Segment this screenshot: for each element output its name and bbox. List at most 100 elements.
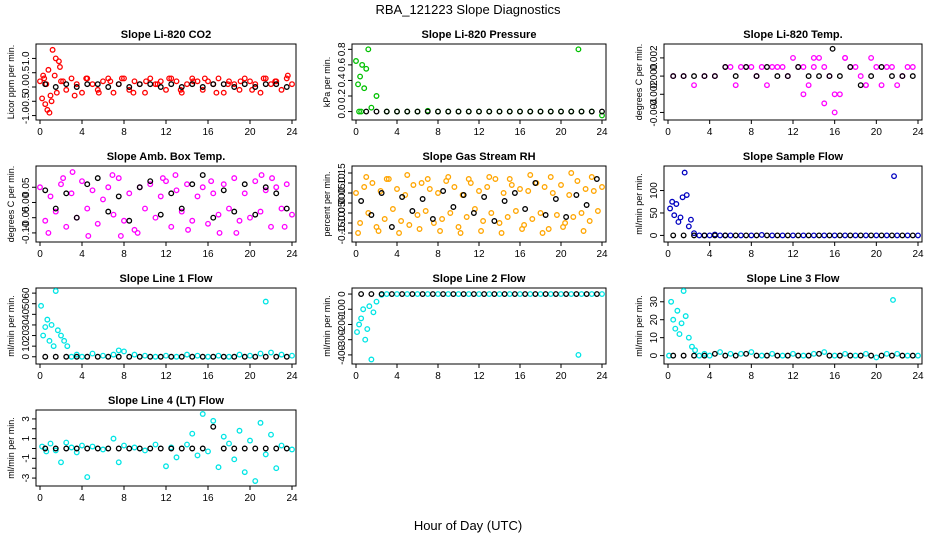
data-point	[383, 176, 390, 182]
data-point	[199, 86, 206, 93]
data-point	[670, 73, 677, 80]
data-point	[743, 64, 750, 70]
data-point	[42, 353, 49, 360]
y-tick-label: 30	[21, 319, 32, 331]
data-point	[498, 230, 505, 236]
data-point	[563, 214, 570, 220]
data-point	[816, 232, 822, 239]
data-point	[136, 445, 143, 452]
data-point	[178, 208, 185, 215]
data-point	[121, 217, 127, 224]
data-point	[94, 81, 101, 88]
data-point	[764, 82, 770, 89]
data-point	[126, 190, 133, 197]
data-point	[61, 337, 68, 344]
data-point	[241, 353, 248, 360]
data-point	[484, 184, 491, 190]
data-point	[522, 206, 529, 212]
data-point	[213, 89, 220, 96]
data-point	[363, 108, 370, 115]
data-point	[142, 352, 148, 359]
data-point	[764, 232, 770, 239]
data-point	[58, 459, 64, 466]
series-2	[670, 45, 916, 89]
data-point	[691, 230, 697, 237]
data-point	[774, 73, 781, 80]
data-point	[289, 352, 295, 359]
data-point	[706, 352, 713, 359]
data-point	[506, 291, 513, 297]
data-point	[126, 217, 133, 224]
data-point	[685, 334, 692, 341]
x-tick-label: 0	[353, 249, 359, 260]
data-point	[226, 353, 232, 360]
data-point	[578, 210, 585, 216]
data-point	[894, 232, 901, 239]
data-point	[437, 228, 443, 234]
data-point	[795, 64, 802, 70]
data-point	[210, 353, 217, 360]
data-point	[389, 206, 396, 212]
data-point	[257, 419, 264, 426]
x-tick-label: 24	[912, 249, 924, 260]
data-point	[269, 175, 275, 182]
data-point	[404, 291, 411, 297]
data-point	[44, 316, 51, 323]
data-point	[826, 73, 833, 80]
data-point	[599, 112, 605, 119]
x-tick-label: 16	[829, 371, 841, 382]
data-point	[42, 101, 49, 108]
x-tick-label: 20	[244, 493, 256, 504]
data-point	[226, 205, 232, 212]
series-1	[37, 169, 295, 239]
data-point	[419, 196, 426, 202]
data-point	[378, 291, 385, 297]
data-point	[71, 92, 78, 99]
data-point	[157, 193, 164, 200]
data-point	[154, 81, 161, 88]
data-point	[566, 192, 573, 198]
data-point	[547, 108, 554, 115]
data-point	[529, 216, 536, 222]
x-tick-label: 8	[121, 493, 127, 504]
data-point	[185, 226, 191, 233]
data-point	[878, 82, 885, 89]
data-point	[252, 84, 259, 90]
x-tick-label: 20	[871, 371, 883, 382]
plot-frame	[351, 43, 607, 121]
data-point	[262, 75, 269, 82]
data-point	[51, 72, 58, 79]
data-point	[368, 291, 375, 297]
data-point	[247, 78, 253, 85]
x-tick-label: 20	[244, 127, 256, 138]
data-point	[599, 108, 605, 115]
x-tick-label: 4	[79, 127, 85, 138]
data-point	[131, 78, 138, 85]
x-tick-label: 12	[787, 127, 799, 138]
data-point	[588, 108, 595, 115]
data-point	[157, 84, 164, 90]
data-point	[455, 224, 462, 230]
data-point	[575, 46, 582, 53]
data-point	[687, 216, 694, 223]
data-point	[560, 224, 566, 230]
data-point	[283, 75, 290, 82]
data-point	[460, 192, 467, 198]
plot-frame	[351, 287, 607, 365]
x-tick-label: 12	[787, 371, 799, 382]
data-point	[504, 214, 511, 220]
data-point	[168, 190, 175, 197]
data-point	[237, 78, 244, 85]
data-point	[142, 89, 148, 96]
data-point	[878, 232, 885, 239]
data-point	[511, 190, 518, 196]
series-1	[670, 54, 916, 116]
x-tick-label: 20	[871, 127, 883, 138]
data-point	[862, 350, 869, 357]
data-point	[236, 427, 243, 434]
data-point	[273, 465, 280, 472]
data-point	[241, 445, 248, 452]
data-point	[836, 232, 843, 239]
data-point	[38, 302, 44, 309]
data-point	[512, 208, 519, 214]
